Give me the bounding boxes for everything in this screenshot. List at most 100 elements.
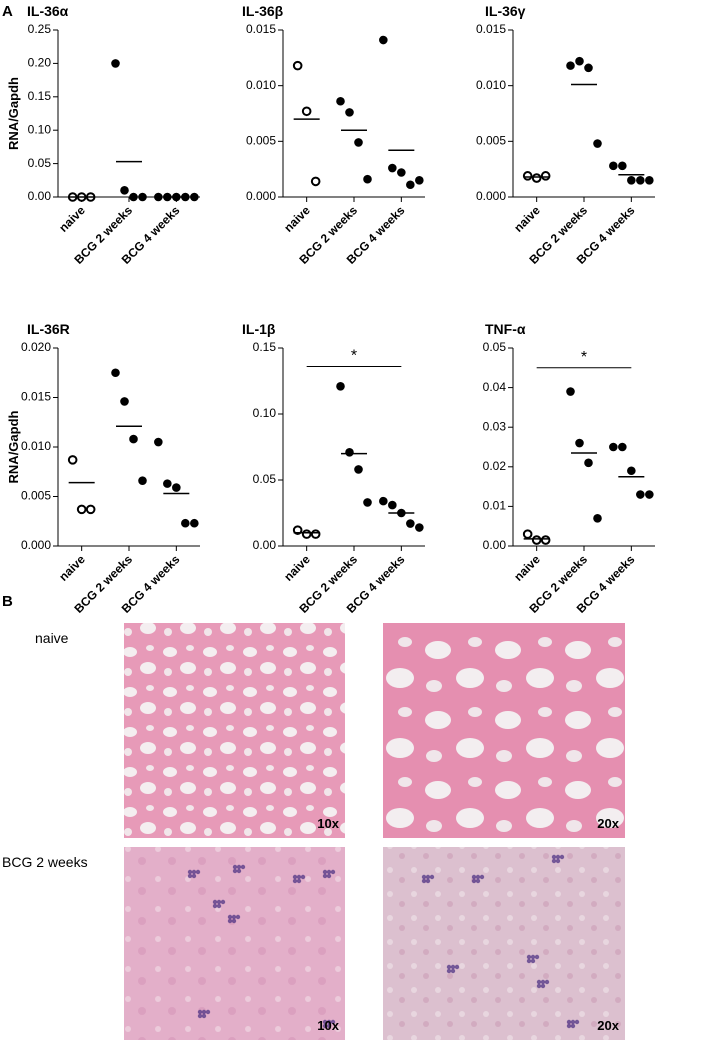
- data-point: [388, 500, 397, 510]
- y-tick-label: 0.005: [476, 134, 506, 148]
- micrograph: [383, 847, 625, 1040]
- y-tick-label: 0.05: [253, 472, 277, 486]
- x-tick-label: naive: [511, 203, 543, 235]
- y-axis-label: RNA/Gapdh: [6, 77, 21, 150]
- data-point: [138, 192, 147, 202]
- stained-cell: [475, 878, 481, 884]
- stained-cell: [232, 864, 238, 870]
- y-tick-label: 0.005: [246, 134, 276, 148]
- data-point: [415, 176, 424, 185]
- stained-cell: [296, 874, 302, 880]
- data-point: [406, 519, 415, 528]
- stained-cell: [544, 979, 550, 985]
- chart-title: IL-36γ: [485, 3, 526, 19]
- data-point: [406, 180, 415, 190]
- y-tick-label: 0.000: [246, 189, 276, 203]
- y-tick-label: 0.00: [28, 189, 52, 203]
- stained-cell: [322, 869, 328, 875]
- y-axis-label: RNA/Gapdh: [6, 410, 21, 483]
- stained-cell: [201, 1013, 207, 1019]
- y-tick-label: 0.05: [28, 156, 52, 170]
- data-point: [354, 138, 363, 147]
- stained-cell: [555, 854, 561, 860]
- stained-cell: [227, 918, 233, 924]
- data-point: [627, 176, 636, 185]
- data-point: [163, 479, 172, 488]
- data-point: [120, 397, 129, 406]
- stained-cell: [236, 868, 242, 874]
- data-point: [522, 529, 533, 539]
- stained-cell: [296, 878, 302, 884]
- stained-cell: [191, 873, 197, 879]
- stained-cell: [446, 964, 452, 970]
- stained-cell: [421, 878, 427, 884]
- panel-label: B: [2, 593, 13, 610]
- data-point: [397, 168, 406, 177]
- stained-cell: [322, 873, 328, 879]
- magnification-label: 20x: [597, 816, 619, 831]
- stained-cell: [187, 869, 193, 875]
- stained-cell: [540, 979, 546, 985]
- stained-cell: [454, 964, 460, 970]
- y-tick-label: 0.000: [21, 538, 51, 552]
- stained-cell: [212, 903, 218, 909]
- data-point: [618, 442, 627, 452]
- stained-cell: [205, 1009, 211, 1015]
- stained-cell: [292, 874, 298, 880]
- data-point: [540, 171, 551, 181]
- stained-cell: [526, 954, 532, 960]
- y-tick-label: 0.015: [246, 22, 276, 36]
- significance-label: *: [351, 347, 357, 364]
- data-point: [636, 490, 645, 499]
- data-point: [522, 171, 533, 181]
- data-point: [111, 368, 120, 378]
- stained-cell: [566, 1019, 572, 1025]
- data-point: [190, 192, 199, 202]
- stained-cell: [446, 968, 452, 974]
- y-tick-label: 0.02: [483, 459, 507, 473]
- data-point: [138, 476, 147, 485]
- data-point: [379, 35, 388, 45]
- magnification-label: 10x: [317, 1018, 339, 1033]
- data-point: [172, 483, 181, 492]
- stained-cell: [216, 903, 222, 909]
- stained-cell: [570, 1019, 576, 1025]
- data-point: [310, 176, 321, 187]
- stained-cell: [570, 1023, 576, 1029]
- data-point: [575, 438, 584, 448]
- stained-cell: [326, 1023, 332, 1029]
- data-point: [566, 61, 575, 70]
- chart-title: TNF-α: [485, 321, 526, 337]
- x-tick-label: naive: [281, 203, 313, 235]
- data-point: [363, 498, 372, 507]
- stained-cell: [216, 899, 222, 905]
- data-point: [593, 513, 602, 523]
- data-point: [111, 59, 120, 68]
- stained-cell: [536, 983, 542, 989]
- data-point: [609, 161, 618, 171]
- data-point: [345, 447, 354, 457]
- stained-cell: [471, 878, 477, 884]
- y-tick-label: 0.00: [483, 538, 507, 552]
- stained-cell: [530, 954, 536, 960]
- data-point: [645, 176, 654, 185]
- stained-cell: [197, 1009, 203, 1015]
- x-tick-label: naive: [511, 552, 543, 584]
- stained-cell: [231, 918, 237, 924]
- y-tick-label: 0.01: [483, 499, 507, 513]
- stained-cell: [235, 914, 241, 920]
- stained-cell: [551, 858, 557, 864]
- data-point: [363, 174, 372, 184]
- y-tick-label: 0.03: [483, 419, 507, 433]
- data-point: [618, 161, 627, 171]
- stained-cell: [300, 874, 306, 880]
- data-point: [154, 437, 163, 447]
- data-point: [636, 176, 645, 185]
- y-tick-label: 0.04: [483, 380, 507, 394]
- stained-cell: [574, 1019, 580, 1025]
- y-tick-label: 0.05: [483, 340, 507, 354]
- stained-cell: [195, 869, 201, 875]
- data-point: [154, 192, 163, 202]
- data-point: [531, 173, 542, 183]
